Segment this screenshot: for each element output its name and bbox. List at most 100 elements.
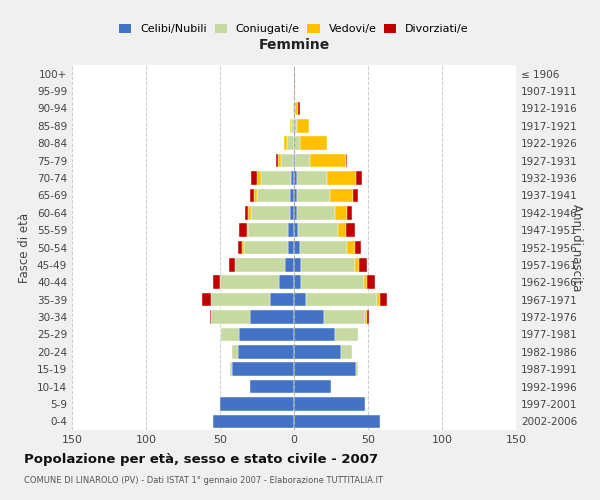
Bar bbox=[290, 119, 291, 132]
Bar bbox=[239, 224, 247, 237]
Bar bbox=[294, 188, 297, 202]
Bar bbox=[294, 362, 356, 376]
Bar bbox=[294, 276, 301, 289]
Y-axis label: Anni di nascita: Anni di nascita bbox=[570, 204, 583, 291]
Bar bbox=[347, 240, 355, 254]
Bar bbox=[244, 240, 288, 254]
Bar bbox=[230, 362, 232, 376]
Bar bbox=[276, 154, 278, 168]
Text: Popolazione per età, sesso e stato civile - 2007: Popolazione per età, sesso e stato civil… bbox=[24, 452, 378, 466]
Bar bbox=[356, 362, 358, 376]
Bar bbox=[229, 258, 235, 272]
Bar bbox=[294, 136, 300, 150]
Bar bbox=[356, 171, 362, 185]
Legend: Celibi/Nubili, Coniugati/e, Vedovi/e, Divorziati/e: Celibi/Nubili, Coniugati/e, Vedovi/e, Di… bbox=[115, 20, 473, 39]
Bar bbox=[367, 310, 370, 324]
Bar bbox=[294, 102, 295, 115]
Bar bbox=[294, 328, 335, 341]
Bar bbox=[250, 188, 254, 202]
Bar bbox=[238, 240, 242, 254]
Bar bbox=[284, 136, 287, 150]
Bar bbox=[338, 224, 346, 237]
Bar bbox=[301, 276, 364, 289]
Bar bbox=[293, 102, 294, 115]
Bar bbox=[347, 206, 352, 220]
Bar bbox=[251, 171, 257, 185]
Bar bbox=[294, 171, 297, 185]
Bar bbox=[294, 240, 300, 254]
Bar bbox=[294, 310, 323, 324]
Bar bbox=[294, 258, 301, 272]
Bar bbox=[220, 397, 294, 410]
Bar bbox=[257, 171, 262, 185]
Bar bbox=[250, 380, 294, 394]
Bar bbox=[239, 328, 294, 341]
Bar bbox=[281, 154, 293, 168]
Bar bbox=[291, 171, 294, 185]
Bar bbox=[346, 224, 355, 237]
Bar bbox=[335, 206, 347, 220]
Bar bbox=[287, 136, 294, 150]
Bar bbox=[232, 345, 238, 358]
Bar bbox=[235, 258, 285, 272]
Bar bbox=[295, 102, 298, 115]
Text: COMUNE DI LINAROLO (PV) - Dati ISTAT 1° gennaio 2007 - Elaborazione TUTTITALIA.I: COMUNE DI LINAROLO (PV) - Dati ISTAT 1° … bbox=[24, 476, 383, 485]
Bar bbox=[294, 206, 297, 220]
Bar bbox=[353, 188, 358, 202]
Bar bbox=[212, 276, 220, 289]
Bar bbox=[209, 310, 211, 324]
Bar bbox=[238, 345, 294, 358]
Bar bbox=[359, 258, 367, 272]
Bar bbox=[294, 345, 341, 358]
Bar bbox=[242, 240, 244, 254]
Bar bbox=[367, 276, 376, 289]
Bar bbox=[290, 206, 294, 220]
Bar bbox=[212, 414, 294, 428]
Bar bbox=[202, 293, 211, 306]
Bar bbox=[300, 240, 347, 254]
Bar bbox=[232, 362, 294, 376]
Bar bbox=[248, 224, 288, 237]
Bar bbox=[248, 206, 251, 220]
Bar bbox=[298, 102, 300, 115]
Bar bbox=[301, 258, 355, 272]
Bar bbox=[346, 154, 347, 168]
Bar bbox=[245, 206, 248, 220]
Bar bbox=[294, 397, 365, 410]
Bar bbox=[271, 293, 294, 306]
Bar bbox=[251, 206, 290, 220]
Bar bbox=[297, 206, 335, 220]
Bar bbox=[257, 188, 290, 202]
Bar bbox=[250, 310, 294, 324]
Bar bbox=[294, 154, 295, 168]
Bar bbox=[294, 380, 331, 394]
Bar bbox=[298, 224, 338, 237]
Bar bbox=[262, 171, 291, 185]
Bar bbox=[278, 154, 281, 168]
Y-axis label: Fasce di età: Fasce di età bbox=[19, 212, 31, 282]
Bar bbox=[326, 171, 356, 185]
Bar bbox=[355, 258, 359, 272]
Bar bbox=[211, 293, 271, 306]
Bar bbox=[294, 414, 380, 428]
Bar bbox=[295, 154, 310, 168]
Bar bbox=[355, 240, 361, 254]
Bar bbox=[254, 188, 257, 202]
Bar bbox=[297, 119, 309, 132]
Bar bbox=[279, 276, 294, 289]
Bar bbox=[220, 276, 279, 289]
Bar bbox=[294, 84, 295, 98]
Bar bbox=[285, 258, 294, 272]
Bar bbox=[211, 310, 250, 324]
Bar bbox=[291, 119, 294, 132]
Bar bbox=[380, 293, 387, 306]
Bar bbox=[341, 345, 352, 358]
Bar bbox=[310, 154, 346, 168]
Bar bbox=[297, 171, 326, 185]
Bar bbox=[297, 188, 329, 202]
Bar bbox=[293, 154, 294, 168]
Bar bbox=[290, 188, 294, 202]
Bar bbox=[300, 136, 326, 150]
Bar bbox=[294, 119, 297, 132]
Bar bbox=[247, 224, 248, 237]
